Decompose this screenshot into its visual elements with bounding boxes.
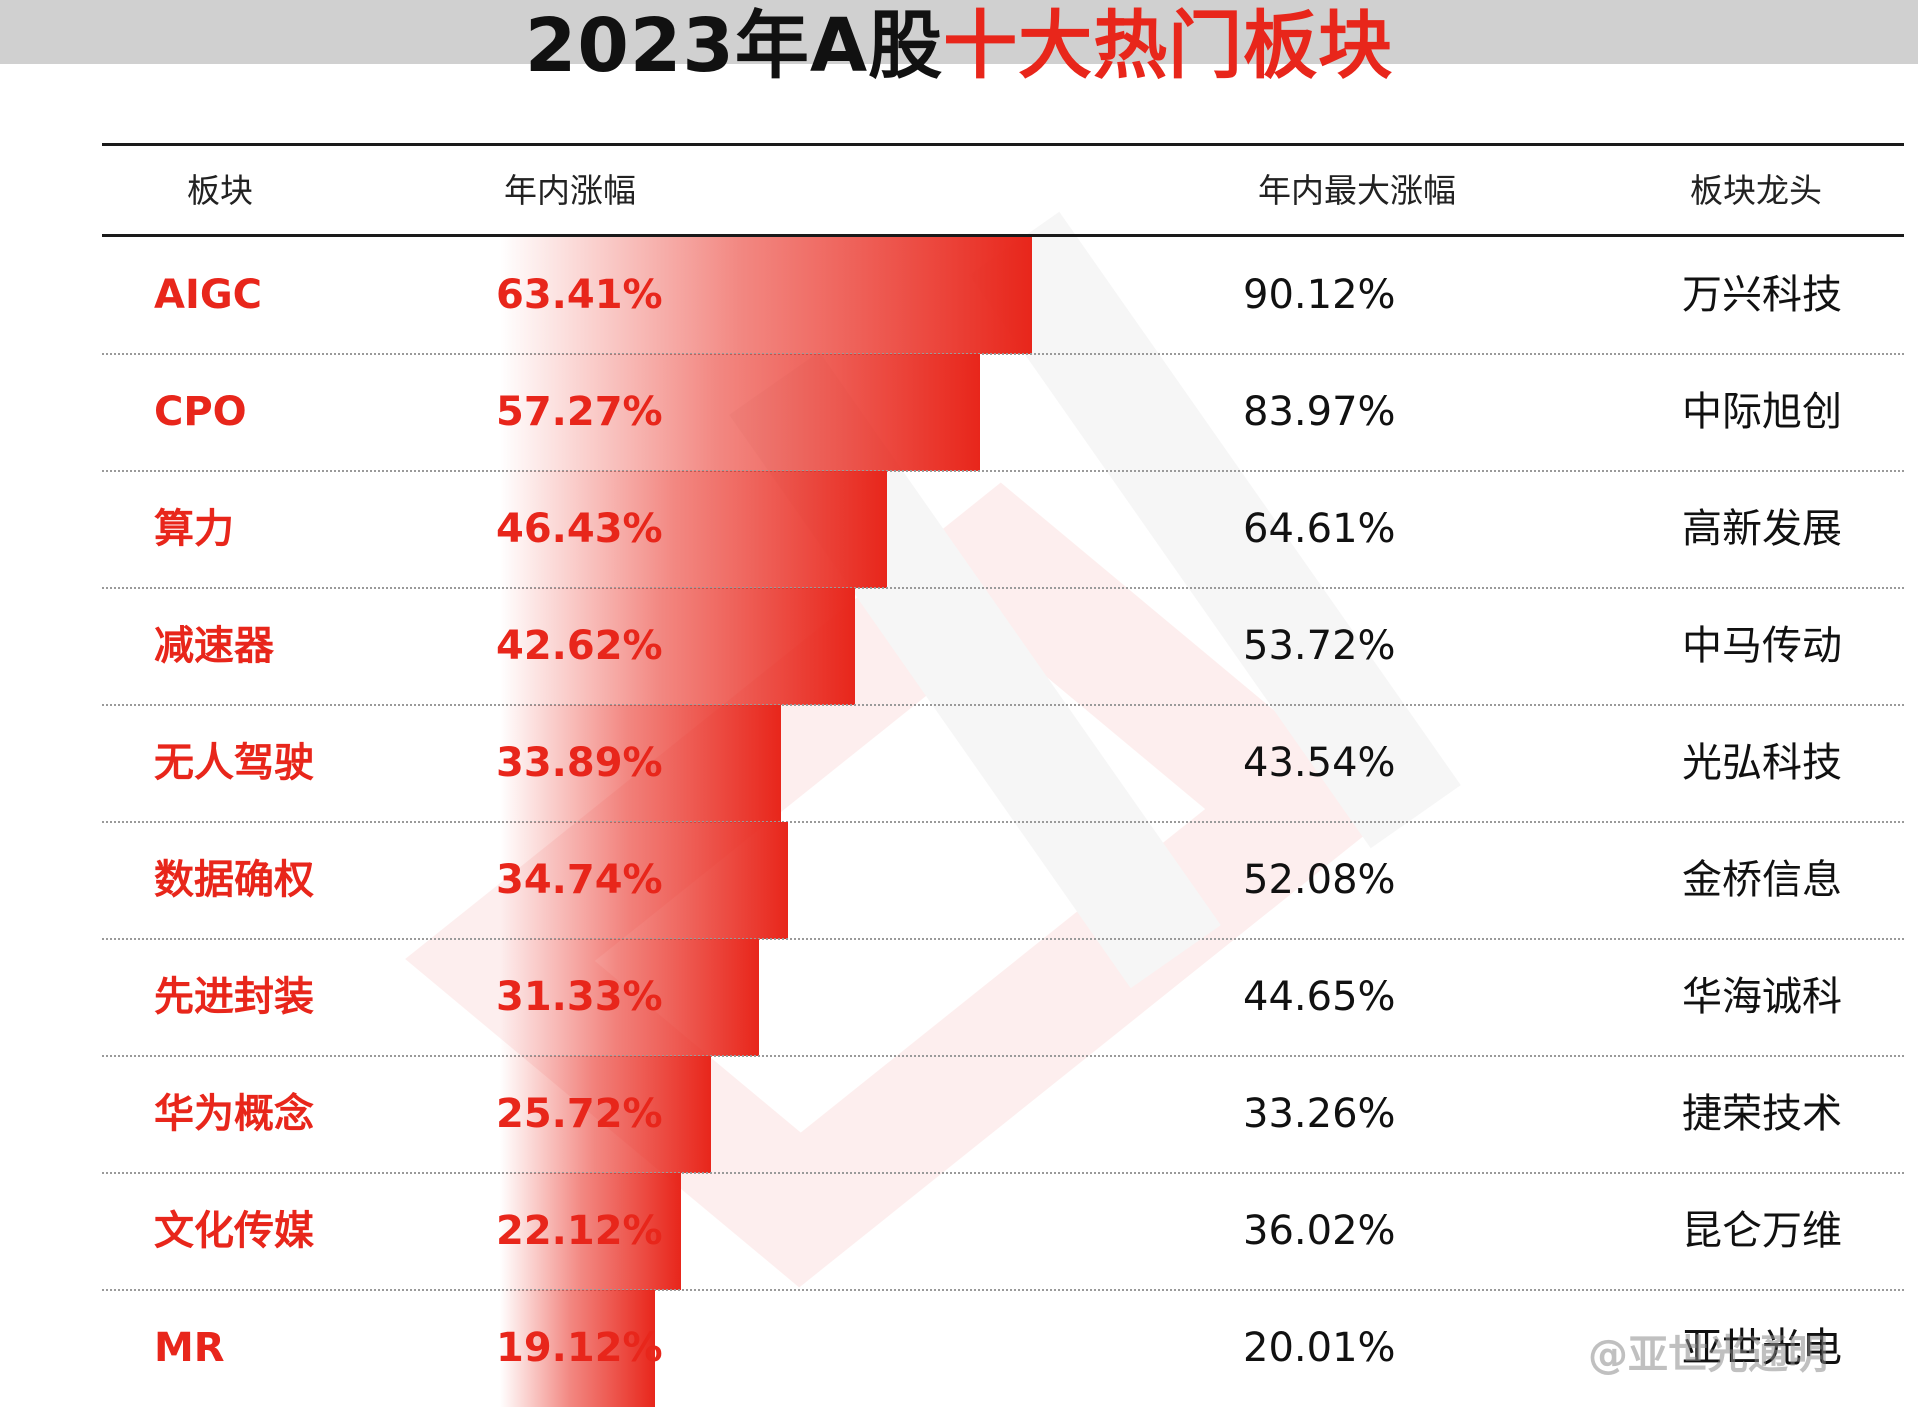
table-row: 数据确权 34.74% 52.08% 金桥信息 bbox=[0, 822, 1918, 940]
leader-cell: 捷荣技术 bbox=[1682, 1091, 1842, 1137]
table-top-rule bbox=[102, 143, 1904, 146]
gain-cell: 33.89% bbox=[496, 740, 663, 786]
sector-cell: 先进封装 bbox=[154, 974, 314, 1020]
max-gain-cell: 44.65% bbox=[1243, 974, 1396, 1020]
gain-bar bbox=[500, 471, 888, 588]
table-row: 华为概念 25.72% 33.26% 捷荣技术 bbox=[0, 1056, 1918, 1174]
row-separator bbox=[102, 821, 1904, 823]
table-row: MR 19.12% 20.01% 亚世光电 bbox=[0, 1290, 1918, 1407]
sector-cell: 无人驾驶 bbox=[154, 740, 314, 786]
title-part-1: 2023年A股 bbox=[524, 3, 944, 89]
table-row: 减速器 42.62% 53.72% 中马传动 bbox=[0, 588, 1918, 706]
gain-bar bbox=[500, 822, 788, 939]
max-gain-cell: 83.97% bbox=[1243, 389, 1396, 435]
row-separator bbox=[102, 587, 1904, 589]
title-band bbox=[0, 0, 1918, 64]
sector-cell: 算力 bbox=[154, 506, 234, 552]
title-part-2: 十大热门板块 bbox=[943, 3, 1394, 89]
gain-bar bbox=[500, 1056, 712, 1173]
row-separator bbox=[102, 704, 1904, 706]
max-gain-cell: 52.08% bbox=[1243, 857, 1396, 903]
sector-cell: MR bbox=[154, 1325, 225, 1371]
leader-cell: 金桥信息 bbox=[1682, 857, 1842, 903]
max-gain-cell: 53.72% bbox=[1243, 623, 1396, 669]
table-row: 文化传媒 22.12% 36.02% 昆仑万维 bbox=[0, 1173, 1918, 1291]
gain-cell: 42.62% bbox=[496, 623, 663, 669]
gain-bar bbox=[500, 354, 980, 471]
sector-cell: 数据确权 bbox=[154, 857, 314, 903]
leader-cell: 亚世光电 bbox=[1682, 1325, 1842, 1371]
max-gain-cell: 43.54% bbox=[1243, 740, 1396, 786]
header-sector: 板块 bbox=[187, 171, 253, 210]
max-gain-cell: 20.01% bbox=[1243, 1325, 1396, 1371]
leader-cell: 高新发展 bbox=[1682, 506, 1842, 552]
gain-bar bbox=[500, 1173, 681, 1290]
sector-cell: AIGC bbox=[154, 272, 263, 318]
gain-bar bbox=[500, 1290, 655, 1407]
header-gain: 年内涨幅 bbox=[504, 171, 636, 210]
gain-bar bbox=[500, 237, 1032, 354]
gain-bar bbox=[500, 939, 759, 1056]
gain-cell: 25.72% bbox=[496, 1091, 663, 1137]
header-leader: 板块龙头 bbox=[1690, 171, 1822, 210]
leader-cell: 中马传动 bbox=[1682, 623, 1842, 669]
leader-cell: 昆仑万维 bbox=[1682, 1208, 1842, 1254]
gain-bar bbox=[500, 588, 856, 705]
max-gain-cell: 33.26% bbox=[1243, 1091, 1396, 1137]
gain-cell: 31.33% bbox=[496, 974, 663, 1020]
gain-cell: 22.12% bbox=[496, 1208, 663, 1254]
table-row: 算力 46.43% 64.61% 高新发展 bbox=[0, 471, 1918, 589]
max-gain-cell: 36.02% bbox=[1243, 1208, 1396, 1254]
sector-cell: CPO bbox=[154, 389, 247, 435]
gain-cell: 57.27% bbox=[496, 389, 663, 435]
table-row: 先进封装 31.33% 44.65% 华海诚科 bbox=[0, 939, 1918, 1057]
gain-bar bbox=[500, 705, 781, 822]
row-separator bbox=[102, 1289, 1904, 1291]
row-separator bbox=[102, 1172, 1904, 1174]
table-header-rule bbox=[102, 234, 1904, 237]
row-separator bbox=[102, 1055, 1904, 1057]
row-separator bbox=[102, 938, 1904, 940]
sector-cell: 文化传媒 bbox=[154, 1208, 314, 1254]
gain-cell: 63.41% bbox=[496, 272, 663, 318]
gain-cell: 34.74% bbox=[496, 857, 663, 903]
leader-cell: 中际旭创 bbox=[1682, 389, 1842, 435]
gain-cell: 19.12% bbox=[496, 1325, 663, 1371]
sector-cell: 华为概念 bbox=[154, 1091, 314, 1137]
row-separator bbox=[102, 353, 1904, 355]
sector-cell: 减速器 bbox=[154, 623, 274, 669]
table-row: 无人驾驶 33.89% 43.54% 光弘科技 bbox=[0, 705, 1918, 823]
leader-cell: 华海诚科 bbox=[1682, 974, 1842, 1020]
leader-cell: 光弘科技 bbox=[1682, 740, 1842, 786]
table-row: AIGC 63.41% 90.12% 万兴科技 bbox=[0, 237, 1918, 355]
gain-cell: 46.43% bbox=[496, 506, 663, 552]
header-max-gain: 年内最大涨幅 bbox=[1258, 171, 1456, 210]
max-gain-cell: 64.61% bbox=[1243, 506, 1396, 552]
row-separator bbox=[102, 470, 1904, 472]
table-row: CPO 57.27% 83.97% 中际旭创 bbox=[0, 354, 1918, 472]
max-gain-cell: 90.12% bbox=[1243, 272, 1396, 318]
leader-cell: 万兴科技 bbox=[1682, 272, 1842, 318]
page-title: 2023年A股十大热门板块 bbox=[0, 0, 1918, 92]
